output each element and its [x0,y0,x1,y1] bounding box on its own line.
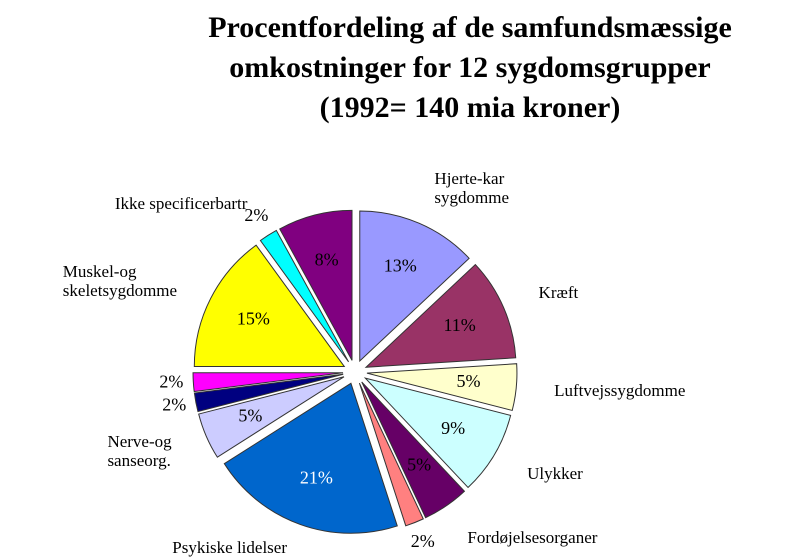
value-label: 2% [159,372,183,392]
category-label: Luftvejssygdomme [554,381,686,401]
value-label: 5% [456,371,480,391]
category-label: Kræft [538,283,579,303]
pie-slice [364,263,517,368]
value-label: 9% [441,418,465,438]
value-label: 8% [315,250,339,270]
value-label: 21% [300,467,333,487]
value-label: 11% [443,315,475,335]
pie-slice [363,377,512,489]
category-label: Nerve-og sanseorg. [107,432,172,471]
category-label: Fordøjelsesorganer [467,527,598,547]
pie-slice [366,363,518,412]
value-label: 5% [238,405,262,425]
value-label: 2% [244,205,268,225]
category-label: Muskel-og skeletsygdomme [62,262,178,301]
pie-slice [193,244,346,368]
pie-slice [361,381,466,519]
value-label: 2% [162,395,186,415]
value-label: 2% [411,531,435,551]
pie-slice [358,382,424,527]
chart-title: Procentfordeling af de samfundsmæssige o… [208,11,732,124]
pie-slice [279,209,353,361]
value-label: 13% [384,256,417,276]
value-label: 15% [237,308,270,328]
pie-slice [259,229,350,363]
category-label: Ikke specificerbartr [114,193,248,213]
category-label: Hjerte-kar sygdomme [434,169,510,208]
pie-slice [193,373,344,413]
category-label: Ulykker [527,464,583,484]
pie-slice [192,372,344,393]
pie-slice [223,382,398,534]
category-label: Psykiske lidelser [172,538,287,557]
pie-slice [198,376,345,458]
value-label: 5% [407,454,431,474]
pie-slice [359,210,470,363]
